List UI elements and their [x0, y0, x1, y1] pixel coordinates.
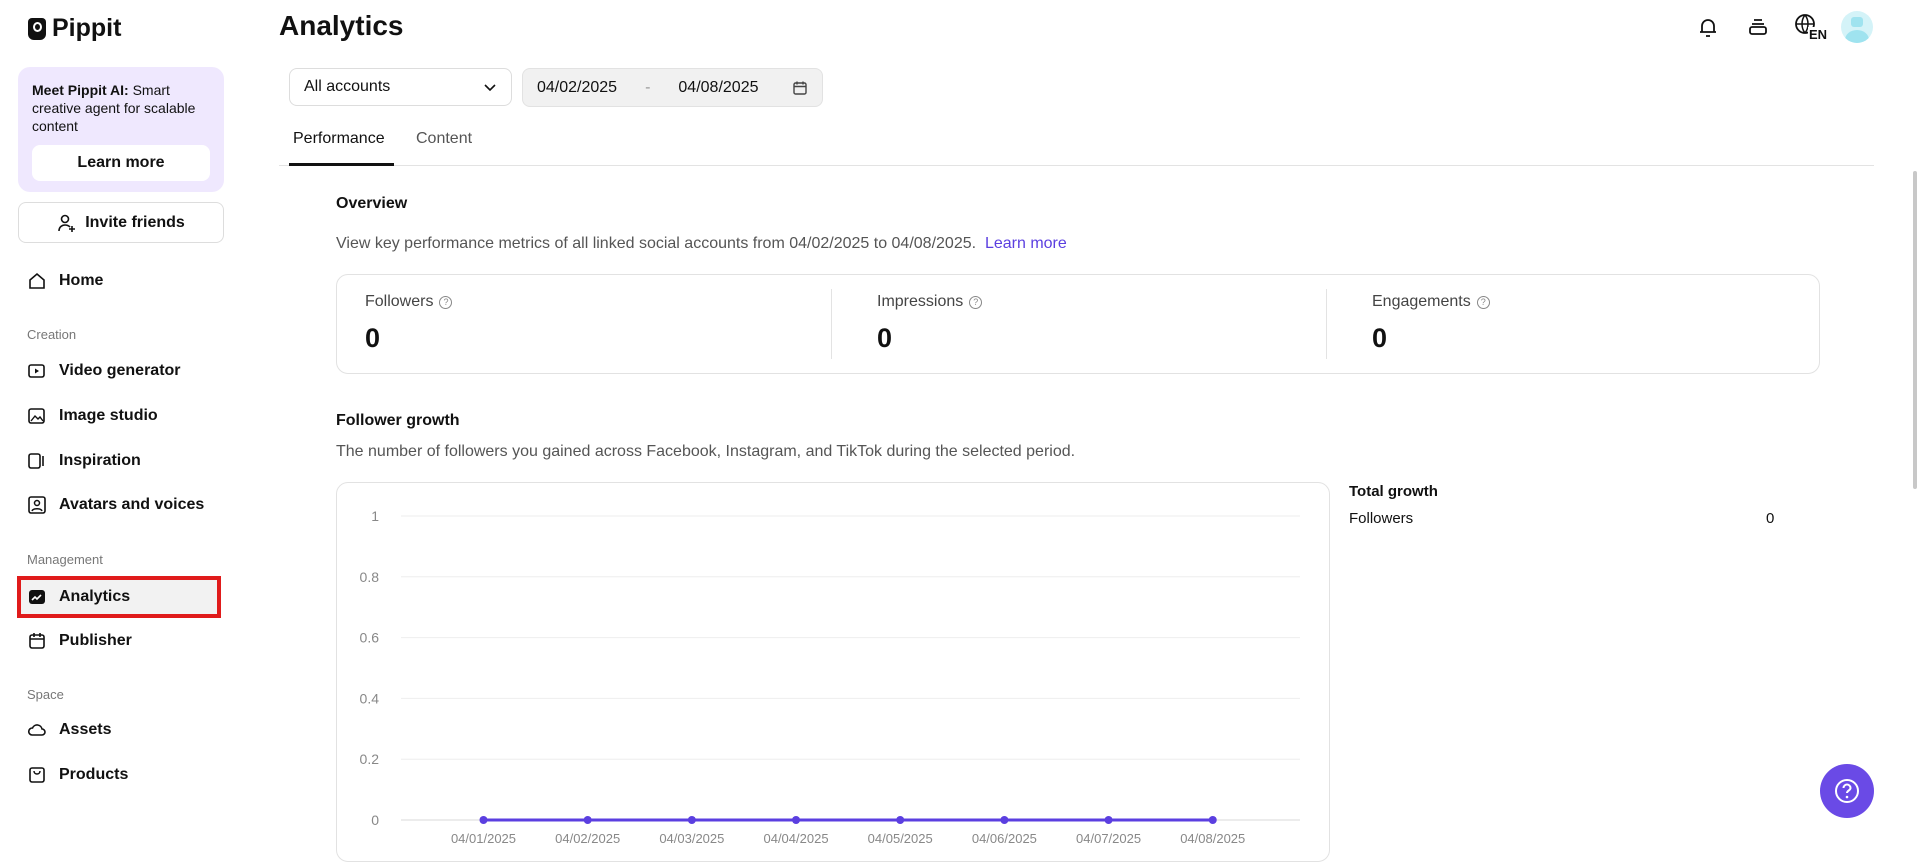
account-select[interactable]: All accounts — [289, 68, 512, 106]
sidebar-item-video-generator[interactable]: Video generator — [27, 359, 181, 383]
follower-growth-chart: 0 0.2 0.4 0.6 0.8 1 04/01/2025 04/02/2025 04/03/… — [360, 508, 1300, 846]
product-icon — [29, 767, 45, 783]
user-plus-icon — [58, 214, 76, 232]
data-point — [687, 816, 696, 824]
page-title: Analytics — [279, 10, 404, 41]
user-avatar[interactable] — [1841, 11, 1873, 43]
scrollbar[interactable] — [1913, 171, 1917, 489]
y-tick-label: 0.4 — [360, 690, 380, 706]
chevron-down-icon — [484, 84, 496, 92]
tab-performance[interactable]: Performance — [293, 130, 385, 147]
metric-impressions: Impressions? 0 — [877, 293, 983, 354]
x-tick-label: 04/04/2025 — [763, 831, 828, 846]
language-button[interactable]: EN — [1793, 12, 1829, 42]
sidebar-item-image-studio[interactable]: Image studio — [27, 404, 158, 428]
metrics-card: Followers? 0 Impressions? 0 Engagements? 0 — [336, 274, 1820, 374]
y-tick-label: 0.8 — [360, 569, 380, 585]
x-tick-label: 04/08/2025 — [1180, 831, 1245, 846]
help-button[interactable] — [1820, 764, 1874, 818]
inspiration-icon — [28, 453, 44, 469]
data-point — [1000, 816, 1009, 824]
date-to[interactable]: 04/08/2025 — [678, 78, 759, 96]
tabs-divider — [279, 165, 1874, 166]
sidebar-item-assets[interactable]: Assets — [27, 718, 111, 742]
tab-content[interactable]: Content — [416, 130, 473, 147]
follower-growth-title: Follower growth — [336, 412, 460, 429]
overview-title: Overview — [336, 195, 408, 212]
home-icon — [29, 272, 45, 289]
bell-icon — [1700, 19, 1716, 37]
x-tick-label: 04/02/2025 — [555, 831, 620, 846]
x-tick-label: 04/07/2025 — [1076, 831, 1141, 846]
date-from[interactable]: 04/02/2025 — [537, 78, 618, 96]
section-creation: Creation — [27, 327, 77, 342]
help-icon[interactable]: ? — [439, 295, 453, 309]
question-icon — [1835, 779, 1859, 803]
data-point — [1104, 816, 1113, 824]
date-range-picker[interactable]: 04/02/2025 - 04/08/2025 — [522, 68, 823, 107]
data-point — [583, 816, 592, 824]
x-tick-label: 04/06/2025 — [972, 831, 1037, 846]
x-tick-label: 04/05/2025 — [868, 831, 933, 846]
analytics-icon — [29, 590, 45, 604]
y-tick-label: 0 — [371, 812, 379, 828]
promo-card: Meet Pippit AI: Smart creative agent for… — [18, 67, 224, 192]
data-point — [1208, 816, 1217, 824]
video-icon — [28, 364, 45, 378]
analytics-highlight — [17, 576, 221, 618]
data-point — [479, 816, 488, 824]
overview-description: View key performance metrics of all link… — [336, 235, 1067, 252]
total-growth-title: Total growth — [1349, 483, 1438, 500]
section-space: Space — [27, 687, 64, 702]
notifications-button[interactable] — [1693, 12, 1723, 42]
learn-more-link[interactable]: Learn more — [984, 235, 1067, 252]
sidebar-item-publisher[interactable]: Publisher — [27, 629, 132, 653]
calendar-icon — [793, 81, 807, 95]
invite-friends-button[interactable]: Invite friends — [18, 202, 224, 243]
data-point — [896, 816, 905, 824]
sidebar-item-products[interactable]: Products — [27, 763, 128, 787]
calendar-icon — [29, 633, 45, 649]
sidebar-item-home[interactable]: Home — [27, 269, 103, 293]
y-tick-label: 1 — [371, 508, 379, 524]
pippit-logo[interactable]: Pippit — [28, 14, 121, 43]
pippit-logo-icon — [28, 17, 46, 40]
divider — [1326, 289, 1327, 359]
metric-engagements: Engagements? 0 — [1372, 293, 1490, 354]
active-tab-indicator — [289, 163, 394, 166]
section-management: Management — [27, 552, 103, 567]
help-icon[interactable]: ? — [969, 295, 983, 309]
promo-title: Meet Pippit AI: — [32, 82, 129, 98]
total-growth-value: 0 — [1766, 510, 1775, 527]
promo-text: Smart creative agent for scalable conten… — [32, 82, 196, 134]
stack-icon — [1749, 19, 1767, 35]
x-tick-label: 04/03/2025 — [659, 831, 724, 846]
image-icon — [28, 408, 45, 424]
data-point — [792, 816, 801, 824]
globe-icon — [1795, 14, 1829, 42]
divider — [831, 289, 832, 359]
sidebar-item-analytics[interactable]: Analytics — [27, 585, 130, 609]
x-tick-label: 04/01/2025 — [451, 831, 516, 846]
sidebar-item-inspiration[interactable]: Inspiration — [27, 449, 141, 473]
subscription-button[interactable] — [1743, 12, 1773, 42]
y-tick-label: 0.6 — [360, 630, 380, 646]
avatar-icon — [28, 496, 46, 514]
follower-growth-description: The number of followers you gained acros… — [336, 443, 1076, 460]
y-tick-label: 0.2 — [360, 751, 380, 767]
sidebar-item-avatars-and-voices[interactable]: Avatars and voices — [27, 493, 204, 517]
follower-chart-card: 0 0.2 0.4 0.6 0.8 1 04/01/2025 04/02/2025 04/03/… — [336, 482, 1330, 862]
total-growth-label: Followers — [1349, 510, 1414, 527]
cloud-icon — [27, 724, 46, 736]
learn-more-button[interactable]: Learn more — [32, 145, 210, 181]
metric-followers: Followers? 0 — [365, 293, 453, 354]
help-icon[interactable]: ? — [1476, 295, 1490, 309]
